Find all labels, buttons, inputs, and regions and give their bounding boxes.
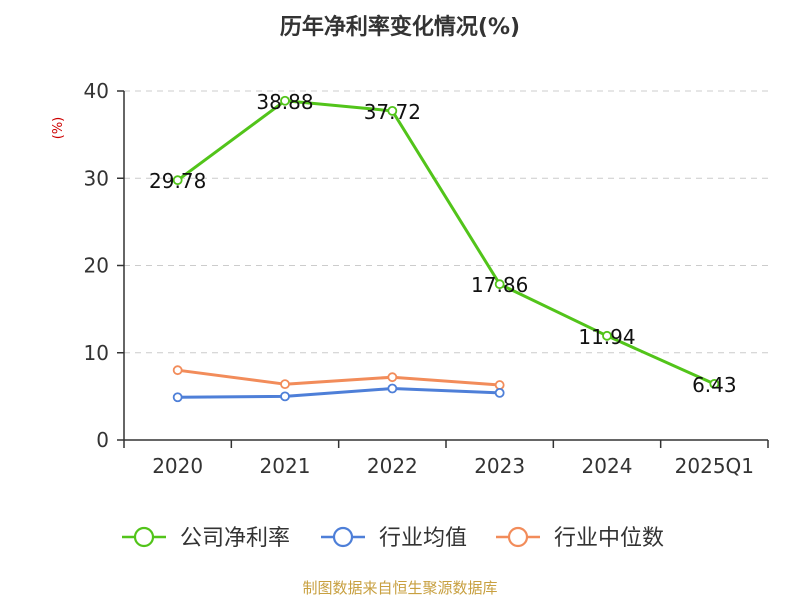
data-label: 37.72 xyxy=(364,100,421,124)
data-point xyxy=(494,380,505,390)
data-point xyxy=(280,95,290,106)
y-tick-label: 20 xyxy=(84,254,109,278)
y-tick-label: 40 xyxy=(84,79,109,103)
series-line-2 xyxy=(177,368,500,387)
legend-item[interactable]: 公司净利率 xyxy=(122,526,290,551)
legend-item[interactable]: 行业均值 xyxy=(321,526,467,551)
legend-marker xyxy=(507,526,529,548)
data-point xyxy=(494,387,505,398)
series-line-1 xyxy=(177,387,500,399)
legend-item[interactable]: 行业中位数 xyxy=(496,526,664,551)
data-point xyxy=(387,383,398,394)
data-point xyxy=(709,378,720,389)
data-label: 38.88 xyxy=(256,90,313,114)
grid-lines xyxy=(124,90,768,354)
chart-title: 历年净利率变化情况(%) xyxy=(280,14,520,40)
series-line-0 xyxy=(176,99,715,386)
y-axis-label: (%) xyxy=(51,117,66,140)
data-point xyxy=(172,365,183,376)
x-tick-label: 2024 xyxy=(582,454,633,478)
x-tick-label: 2020 xyxy=(152,454,203,478)
x-tick-label: 2025Q1 xyxy=(675,454,754,478)
data-point xyxy=(387,105,398,116)
legend-label: 行业均值 xyxy=(379,526,467,551)
data-label: 6.43 xyxy=(692,373,737,397)
data-point xyxy=(602,330,612,341)
y-tick-label: 10 xyxy=(84,341,109,365)
y-tick-label: 0 xyxy=(96,428,109,452)
data-point xyxy=(494,279,505,290)
x-tick-label: 2023 xyxy=(474,454,525,478)
x-tick-label: 2021 xyxy=(260,454,311,478)
data-point xyxy=(280,379,290,390)
axes: 0 10 20 30 40 2020 2021 2022 2023 2024 2025Q1 xyxy=(84,79,769,478)
legend-label: 行业中位数 xyxy=(554,526,664,551)
data-label: 29.78 xyxy=(149,169,206,193)
x-tick-label: 2022 xyxy=(367,454,418,478)
legend-marker xyxy=(133,526,155,548)
legend-label: 公司净利率 xyxy=(180,526,290,551)
data-label: 11.94 xyxy=(578,325,635,349)
legend-marker xyxy=(332,526,354,548)
data-label: 17.86 xyxy=(471,273,528,297)
series-layer xyxy=(172,95,720,403)
data-point xyxy=(387,372,398,383)
data-point xyxy=(172,175,183,186)
data-point xyxy=(172,392,183,403)
data-point xyxy=(280,391,290,402)
legend[interactable]: 公司净利率 行业均值 行业中位数 xyxy=(122,526,664,551)
source-note: 制图数据来自恒生聚源数据库 xyxy=(302,579,497,597)
data-labels: 29.78 38.88 37.72 17.86 11.94 6.43 xyxy=(149,90,737,397)
y-tick-label: 30 xyxy=(84,166,109,190)
